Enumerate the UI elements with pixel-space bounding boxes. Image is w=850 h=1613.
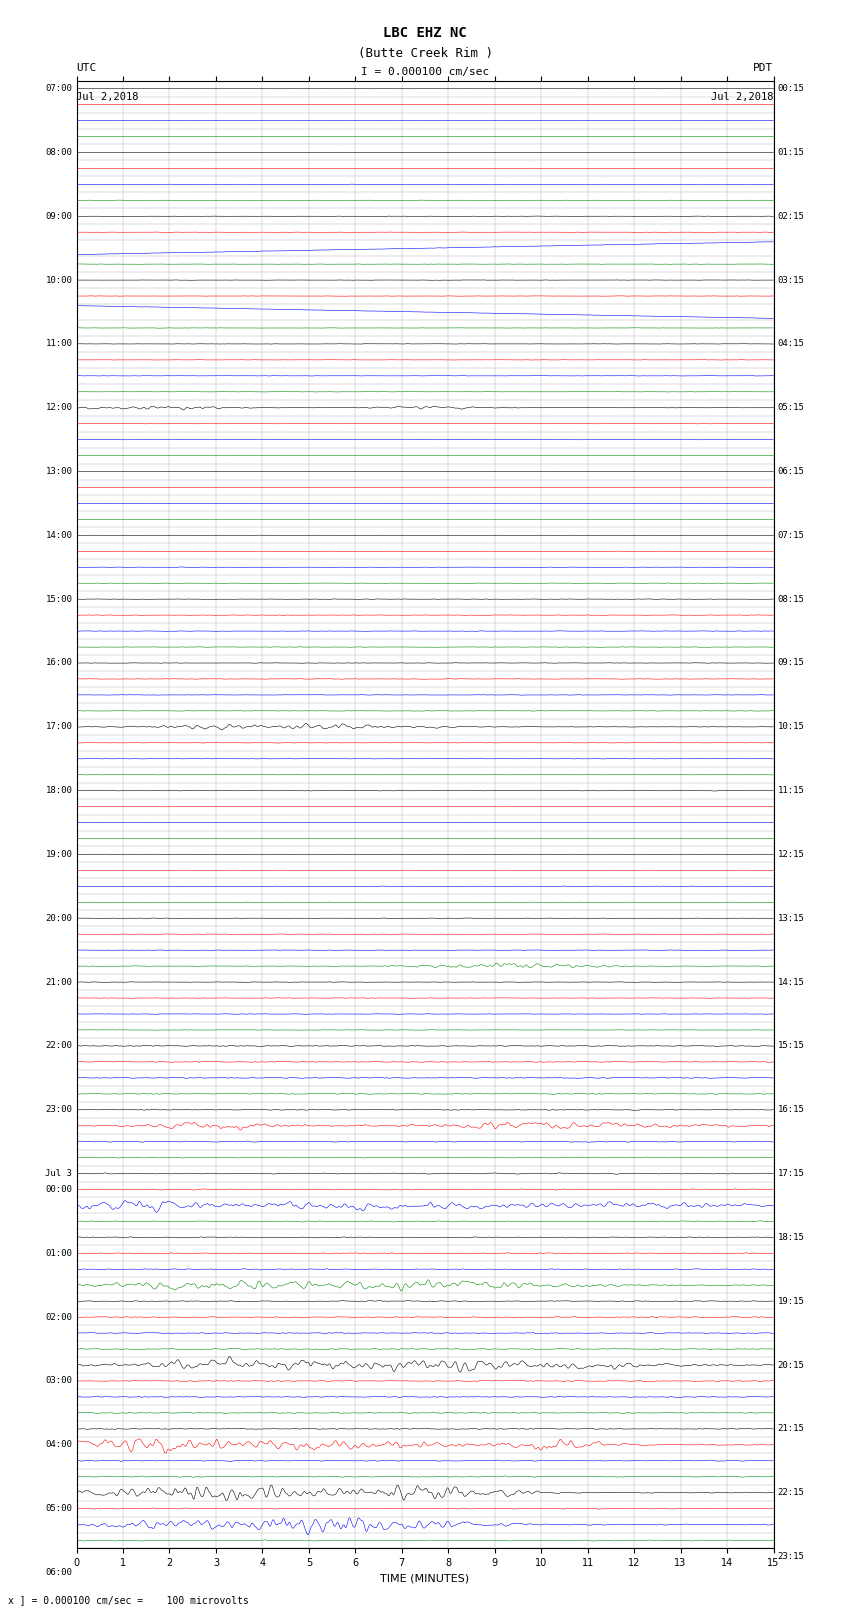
Text: 17:15: 17:15 <box>778 1169 805 1177</box>
Text: 03:00: 03:00 <box>45 1376 72 1386</box>
Text: LBC EHZ NC: LBC EHZ NC <box>383 26 467 40</box>
Text: 01:15: 01:15 <box>778 148 805 156</box>
Text: 21:15: 21:15 <box>778 1424 805 1434</box>
Text: 21:00: 21:00 <box>45 977 72 987</box>
Text: 18:15: 18:15 <box>778 1232 805 1242</box>
Text: 11:15: 11:15 <box>778 786 805 795</box>
Text: 01:00: 01:00 <box>45 1248 72 1258</box>
Text: 16:00: 16:00 <box>45 658 72 668</box>
Text: 00:00: 00:00 <box>45 1186 72 1194</box>
Text: 04:00: 04:00 <box>45 1440 72 1448</box>
Text: PDT: PDT <box>753 63 774 73</box>
Text: 10:00: 10:00 <box>45 276 72 284</box>
Text: 02:00: 02:00 <box>45 1313 72 1321</box>
Text: 23:00: 23:00 <box>45 1105 72 1115</box>
Text: 20:15: 20:15 <box>778 1360 805 1369</box>
Text: 00:15: 00:15 <box>778 84 805 94</box>
Text: 02:15: 02:15 <box>778 211 805 221</box>
Text: 15:15: 15:15 <box>778 1042 805 1050</box>
Text: 06:15: 06:15 <box>778 468 805 476</box>
Text: Jul 3: Jul 3 <box>45 1169 72 1177</box>
Text: 18:00: 18:00 <box>45 786 72 795</box>
Text: 11:00: 11:00 <box>45 339 72 348</box>
Text: 15:00: 15:00 <box>45 595 72 603</box>
Text: 05:15: 05:15 <box>778 403 805 413</box>
Text: 07:00: 07:00 <box>45 84 72 94</box>
Text: Jul 2,2018: Jul 2,2018 <box>711 92 774 102</box>
Text: x ] = 0.000100 cm/sec =    100 microvolts: x ] = 0.000100 cm/sec = 100 microvolts <box>8 1595 249 1605</box>
Text: 14:00: 14:00 <box>45 531 72 540</box>
Text: UTC: UTC <box>76 63 97 73</box>
Text: I = 0.000100 cm/sec: I = 0.000100 cm/sec <box>361 68 489 77</box>
Text: 13:15: 13:15 <box>778 915 805 923</box>
Text: 08:15: 08:15 <box>778 595 805 603</box>
Text: 22:00: 22:00 <box>45 1042 72 1050</box>
Text: 13:00: 13:00 <box>45 468 72 476</box>
Text: 22:15: 22:15 <box>778 1489 805 1497</box>
Text: (Butte Creek Rim ): (Butte Creek Rim ) <box>358 47 492 60</box>
Text: 19:15: 19:15 <box>778 1297 805 1305</box>
Text: 05:00: 05:00 <box>45 1503 72 1513</box>
Text: 09:00: 09:00 <box>45 211 72 221</box>
Text: 07:15: 07:15 <box>778 531 805 540</box>
Text: 09:15: 09:15 <box>778 658 805 668</box>
Text: 16:15: 16:15 <box>778 1105 805 1115</box>
Text: 19:00: 19:00 <box>45 850 72 860</box>
Text: 12:15: 12:15 <box>778 850 805 860</box>
Text: 10:15: 10:15 <box>778 723 805 731</box>
Text: 23:15: 23:15 <box>778 1552 805 1561</box>
Text: 17:00: 17:00 <box>45 723 72 731</box>
Text: 08:00: 08:00 <box>45 148 72 156</box>
Text: 03:15: 03:15 <box>778 276 805 284</box>
Text: 06:00: 06:00 <box>45 1568 72 1578</box>
X-axis label: TIME (MINUTES): TIME (MINUTES) <box>381 1574 469 1584</box>
Text: 04:15: 04:15 <box>778 339 805 348</box>
Text: 12:00: 12:00 <box>45 403 72 413</box>
Text: 14:15: 14:15 <box>778 977 805 987</box>
Text: 20:00: 20:00 <box>45 915 72 923</box>
Text: Jul 2,2018: Jul 2,2018 <box>76 92 139 102</box>
